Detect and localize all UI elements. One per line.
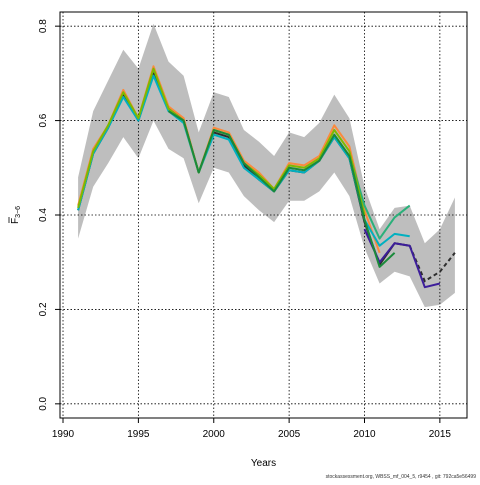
x-tick-label-2005: 2005 — [278, 429, 301, 440]
series-line-7 — [167, 110, 396, 268]
y-axis-title-symbol: F — [10, 218, 21, 224]
x-tick-label-1995: 1995 — [127, 429, 150, 440]
y-axis-title-subscript: 3−6 — [15, 206, 22, 218]
x-tick-label-2000: 2000 — [203, 429, 226, 440]
y-axis-title: F3−6 — [10, 206, 22, 224]
confidence-band — [78, 23, 455, 308]
confidence-band-layer — [78, 23, 455, 308]
y-tick-label-0.4: 0.4 — [38, 208, 49, 222]
axes-layer: 1990 1995 2000 2005 2010 2015 0.0 0.2 0.4 0.6 0.8 — [38, 19, 451, 440]
x-tick-label-1990: 1990 — [52, 429, 75, 440]
x-tick-label-2015: 2015 — [429, 429, 452, 440]
x-tick-label-2010: 2010 — [353, 429, 376, 440]
series-line-5 — [348, 153, 411, 240]
y-tick-label-0: 0.0 — [38, 396, 49, 410]
y-axis-title-group: F3−6 — [8, 206, 22, 224]
x-axis-title: Years — [251, 458, 276, 469]
y-tick-label-0.8: 0.8 — [38, 19, 49, 33]
y-tick-label-0.2: 0.2 — [38, 302, 49, 316]
y-tick-label-0.6: 0.6 — [38, 113, 49, 127]
footnote: stockassessment.org, WBSS_mf_004_5, r945… — [326, 474, 477, 480]
series-layer — [77, 65, 456, 289]
